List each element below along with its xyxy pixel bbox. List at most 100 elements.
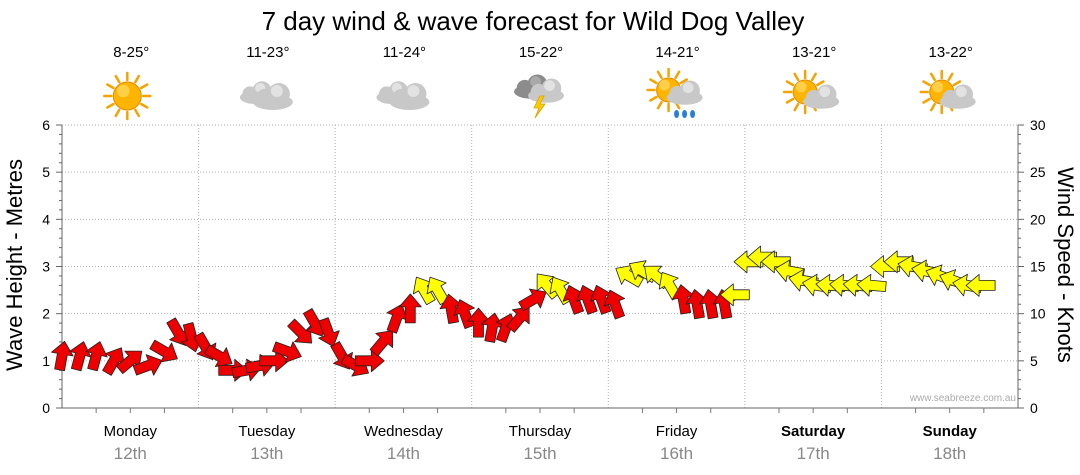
wind-arrow bbox=[115, 350, 143, 375]
sun-ray bbox=[674, 70, 681, 80]
cloud-highlight bbox=[544, 80, 555, 92]
wind-arrow bbox=[562, 285, 585, 315]
rain-drop bbox=[682, 110, 688, 118]
left-tick-label: 3 bbox=[42, 259, 50, 275]
sun-showers-icon bbox=[646, 67, 703, 118]
sun-ray bbox=[679, 78, 689, 85]
daily-forecast-row: 8-25° 11-23° 11-24° 15-22° 14-21° 13-21° 13-22… bbox=[103, 44, 976, 121]
sun-ray bbox=[929, 102, 936, 112]
sun-ray bbox=[134, 74, 141, 84]
day-date-label: 17th bbox=[797, 444, 830, 463]
sunny-icon bbox=[103, 71, 152, 121]
day-temperature-range: 11-24° bbox=[383, 44, 426, 61]
wind-arrow bbox=[699, 289, 722, 320]
wind-arrow bbox=[166, 317, 190, 346]
sun-ray bbox=[929, 72, 936, 82]
wind-arrow bbox=[590, 285, 612, 315]
right-tick-label: 10 bbox=[1030, 306, 1046, 322]
right-tick-label: 20 bbox=[1030, 211, 1046, 227]
day-date-label: 13th bbox=[250, 444, 283, 463]
sun-ray bbox=[649, 78, 658, 85]
wind-arrow bbox=[760, 250, 791, 274]
cloudy-icon bbox=[376, 81, 430, 110]
left-tick-label: 4 bbox=[42, 211, 50, 227]
sun-ray bbox=[114, 74, 121, 84]
cloud-highlight bbox=[407, 85, 420, 97]
wind-arrow bbox=[965, 273, 996, 297]
day-date-label: 16th bbox=[660, 444, 693, 463]
left-tick-label: 5 bbox=[42, 164, 50, 180]
wind-arrow bbox=[671, 284, 695, 315]
wind-arrow bbox=[615, 264, 644, 288]
left-tick-label: 2 bbox=[42, 306, 50, 322]
wind-arrow bbox=[51, 340, 74, 372]
cloud-shape bbox=[252, 83, 293, 110]
left-tick-label: 1 bbox=[42, 353, 50, 369]
sun-highlight bbox=[932, 81, 944, 93]
day-axis-labels: Monday 12th Tuesday 13th Wednesday 14th Thursd… bbox=[95, 408, 985, 463]
wind-arrow bbox=[132, 354, 163, 376]
sun-ray bbox=[656, 100, 663, 110]
day-temperature-range: 11-23° bbox=[246, 44, 289, 61]
wind-arrow bbox=[369, 330, 394, 357]
day-name-label: Thursday bbox=[509, 423, 572, 440]
day-name-label: Sunday bbox=[923, 423, 978, 440]
wind-arrow bbox=[506, 306, 530, 333]
day-name-label: Monday bbox=[104, 423, 158, 440]
sun-ray bbox=[139, 102, 149, 109]
wind-arrow bbox=[149, 339, 178, 363]
wind-arrow bbox=[69, 341, 92, 372]
wind-arrow bbox=[102, 347, 125, 376]
right-tick-label: 25 bbox=[1030, 164, 1046, 180]
sun-ray bbox=[922, 80, 931, 87]
wind-arrow bbox=[259, 349, 290, 373]
right-axis-label: Wind Speed - Knots bbox=[1053, 167, 1078, 363]
sun-highlight bbox=[659, 79, 670, 91]
cloud-shape bbox=[666, 80, 703, 105]
day-temperature-range: 13-21° bbox=[792, 44, 836, 61]
storm-icon bbox=[514, 74, 564, 119]
left-tick-label: 0 bbox=[42, 400, 50, 416]
rain-drop bbox=[674, 110, 680, 118]
sun-ray bbox=[816, 80, 825, 87]
wind-arrow bbox=[719, 283, 750, 307]
sun-ray bbox=[810, 72, 817, 82]
wind-arrow bbox=[685, 289, 708, 320]
right-tick-label: 15 bbox=[1030, 259, 1046, 275]
sun-ray bbox=[793, 72, 800, 82]
sun-highlight bbox=[116, 84, 130, 98]
sun-ray bbox=[922, 97, 931, 104]
sun-ray bbox=[785, 80, 795, 87]
day-date-label: 14th bbox=[387, 444, 420, 463]
wind-arrow bbox=[318, 317, 340, 347]
wind-arrow bbox=[398, 293, 422, 324]
sun-ray bbox=[114, 108, 121, 118]
sun-ray bbox=[139, 83, 149, 90]
sun-ray bbox=[952, 80, 962, 87]
wind-arrow bbox=[467, 307, 490, 338]
cloud-highlight bbox=[955, 86, 967, 98]
day-name-label: Saturday bbox=[781, 423, 846, 440]
wind-arrow bbox=[856, 273, 887, 297]
sun-highlight bbox=[795, 81, 807, 93]
wind-arrow bbox=[576, 285, 598, 315]
wind-arrow bbox=[603, 289, 626, 320]
day-name-label: Tuesday bbox=[238, 423, 295, 440]
sun-ray bbox=[134, 108, 141, 118]
partly-cloudy-icon bbox=[782, 69, 840, 115]
day-temperature-range: 8-25° bbox=[113, 44, 149, 61]
partly-cloudy-icon bbox=[919, 69, 976, 115]
right-tick-label: 30 bbox=[1030, 117, 1046, 133]
day-temperature-range: 14-21° bbox=[655, 44, 699, 61]
wind-arrow-series bbox=[51, 245, 996, 382]
day-date-label: 15th bbox=[523, 444, 556, 463]
cloud-highlight bbox=[682, 82, 694, 94]
cloud-highlight bbox=[819, 86, 831, 98]
watermark: www.seabreeze.com.au bbox=[909, 393, 1016, 404]
sun-ray bbox=[793, 102, 800, 112]
wind-arrow bbox=[518, 288, 547, 312]
day-name-label: Wednesday bbox=[364, 423, 443, 440]
left-axis-label: Wave Height - Metres bbox=[2, 159, 27, 371]
sun-ray bbox=[106, 83, 115, 90]
